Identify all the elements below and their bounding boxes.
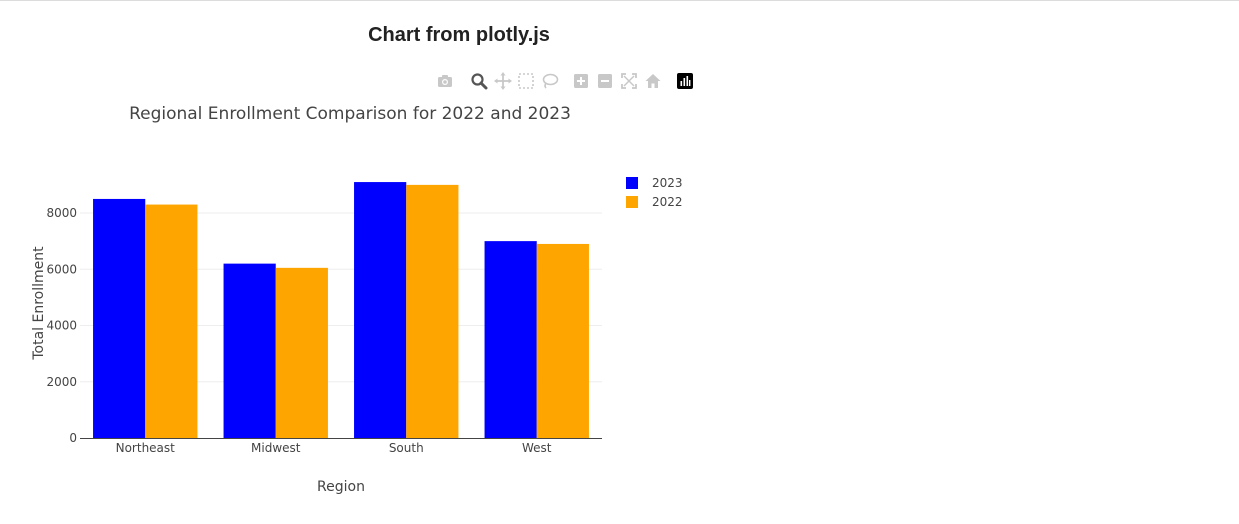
bar-2023-south[interactable] (354, 182, 407, 438)
pan-icon[interactable] (494, 72, 512, 90)
reset-axes-icon[interactable] (644, 72, 662, 90)
zoom-icon[interactable] (470, 72, 488, 90)
lasso-select-icon[interactable] (541, 72, 559, 90)
x-tick-label: Midwest (251, 441, 301, 455)
x-tick-labels: Northeast Midwest South West (116, 441, 552, 455)
bar-2023-northeast[interactable] (93, 198, 146, 438)
legend-swatch[interactable] (626, 177, 638, 189)
zoom-in-icon[interactable] (572, 72, 590, 90)
bar-marks (93, 182, 589, 438)
y-tick-label: 4000 (46, 319, 77, 333)
chart-title: Regional Enrollment Comparison for 2022 … (129, 104, 571, 124)
bar-2023-west[interactable] (484, 241, 537, 438)
x-tick-label: South (389, 441, 424, 455)
bar-2023-midwest[interactable] (223, 263, 276, 438)
y-tick-label: 2000 (46, 375, 77, 389)
download-plot-icon[interactable] (436, 72, 454, 90)
x-tick-label: West (522, 441, 552, 455)
legend-label[interactable]: 2022 (652, 195, 683, 209)
bar-2022-south[interactable] (406, 184, 459, 438)
legend: 2023 2022 (626, 176, 683, 209)
page-heading: Chart from plotly.js (368, 24, 550, 46)
y-tick-label: 0 (69, 431, 77, 445)
y-tick-label: 6000 (46, 262, 77, 276)
top-divider (0, 0, 1239, 1)
autoscale-icon[interactable] (620, 72, 638, 90)
zoom-out-icon[interactable] (596, 72, 614, 90)
x-axis-title: Region (317, 479, 365, 495)
legend-swatch[interactable] (626, 196, 638, 208)
bar-2022-west[interactable] (536, 243, 589, 438)
y-tick-label: 8000 (46, 206, 77, 220)
x-tick-label: Northeast (116, 441, 176, 455)
legend-label[interactable]: 2023 (652, 176, 683, 190)
box-select-icon[interactable] (517, 72, 535, 90)
bar-2022-northeast[interactable] (145, 204, 198, 438)
bar-2022-midwest[interactable] (275, 267, 328, 438)
y-tick-labels: 0 2000 4000 6000 8000 (46, 206, 77, 445)
plotly-logo-icon[interactable] (676, 72, 694, 90)
y-axis-title: Total Enrollment (31, 246, 47, 361)
